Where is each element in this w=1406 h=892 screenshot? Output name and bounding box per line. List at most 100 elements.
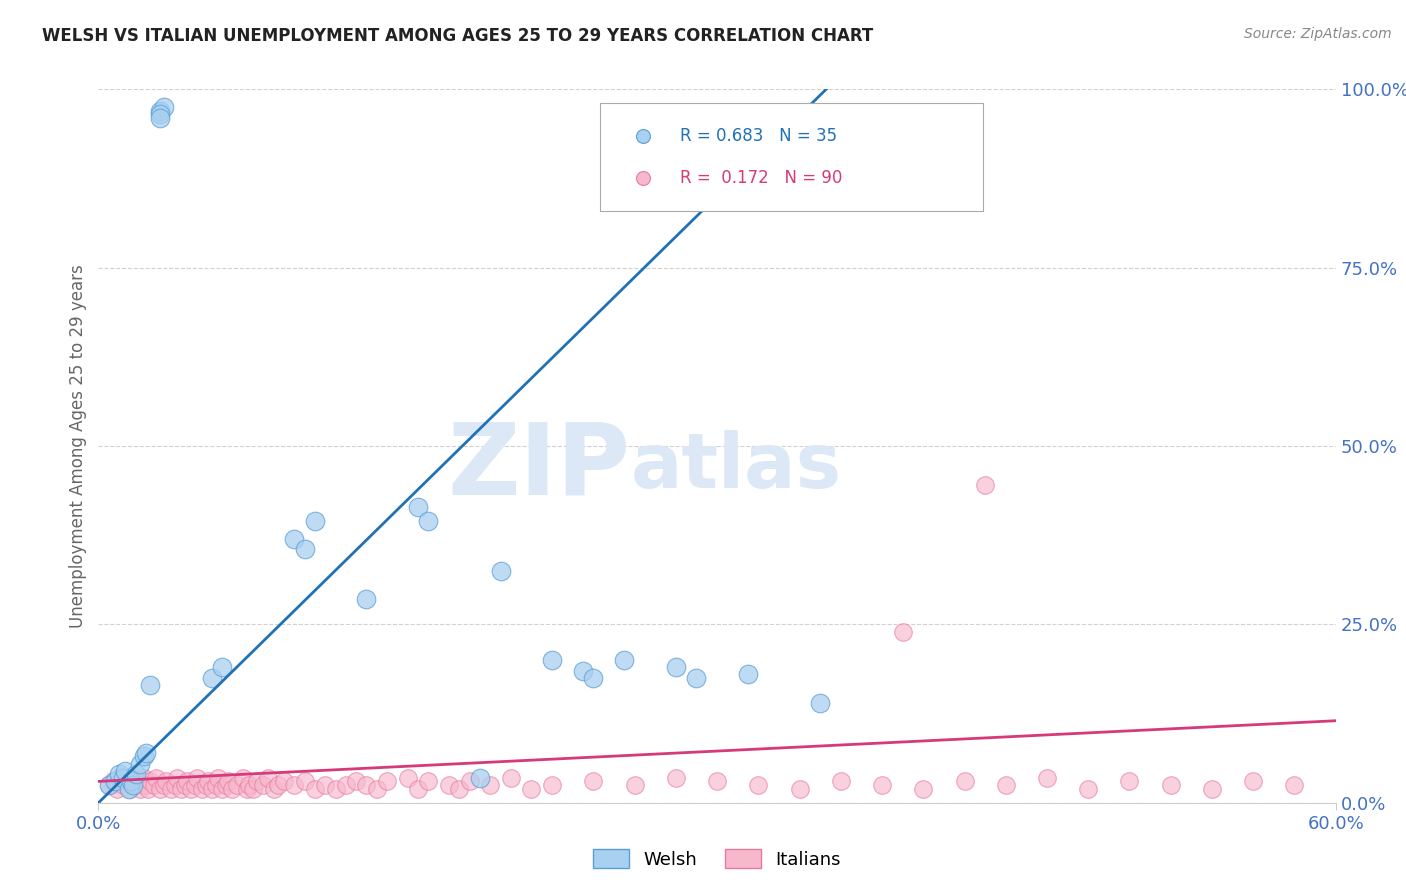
Point xyxy=(108,771,131,785)
Point xyxy=(706,774,728,789)
Point xyxy=(118,781,141,796)
Point xyxy=(356,778,378,792)
Point xyxy=(830,774,852,789)
Point xyxy=(499,771,522,785)
Point xyxy=(205,778,228,792)
Point xyxy=(406,781,429,796)
Point xyxy=(124,767,146,781)
Point xyxy=(108,767,131,781)
Text: R =  0.172   N = 90: R = 0.172 N = 90 xyxy=(681,169,842,187)
Point xyxy=(120,774,142,789)
Point xyxy=(135,746,157,760)
Point xyxy=(994,778,1017,792)
Point xyxy=(252,778,274,792)
Point xyxy=(1118,774,1140,789)
Point xyxy=(356,592,378,607)
Text: WELSH VS ITALIAN UNEMPLOYMENT AMONG AGES 25 TO 29 YEARS CORRELATION CHART: WELSH VS ITALIAN UNEMPLOYMENT AMONG AGES… xyxy=(42,27,873,45)
Point xyxy=(406,500,429,514)
Point xyxy=(325,781,347,796)
Point xyxy=(153,778,176,792)
Point xyxy=(201,781,224,796)
Point xyxy=(375,774,398,789)
Point xyxy=(201,671,224,685)
Point xyxy=(97,778,120,792)
Point xyxy=(737,667,759,681)
Point xyxy=(215,778,238,792)
Point xyxy=(335,778,357,792)
Point xyxy=(149,781,172,796)
Point xyxy=(232,771,254,785)
Point xyxy=(170,781,193,796)
Point xyxy=(468,771,491,785)
Point xyxy=(582,671,605,685)
Point xyxy=(665,660,688,674)
Point xyxy=(747,778,769,792)
Point xyxy=(994,171,1017,186)
Point xyxy=(789,781,811,796)
Point xyxy=(808,696,831,710)
Point xyxy=(149,103,172,118)
Point xyxy=(238,778,260,792)
Point xyxy=(304,514,326,528)
Point xyxy=(197,774,219,789)
Point xyxy=(176,774,198,789)
Point xyxy=(870,778,893,792)
Point xyxy=(211,781,233,796)
Point xyxy=(582,774,605,789)
Point xyxy=(225,778,247,792)
Point xyxy=(1036,771,1059,785)
Point xyxy=(912,781,935,796)
Point xyxy=(256,771,278,785)
Point xyxy=(136,781,159,796)
Point xyxy=(145,771,167,785)
Point xyxy=(246,774,269,789)
Point xyxy=(1077,781,1099,796)
Point xyxy=(236,781,259,796)
Text: atlas: atlas xyxy=(630,431,842,504)
Point xyxy=(194,778,217,792)
Point xyxy=(149,111,172,125)
Point xyxy=(283,532,305,546)
Point xyxy=(166,771,188,785)
Point xyxy=(128,781,150,796)
Point xyxy=(180,781,202,796)
Point xyxy=(127,774,149,789)
Point xyxy=(418,514,440,528)
Point xyxy=(541,653,564,667)
Point xyxy=(159,781,181,796)
Point xyxy=(613,653,636,667)
Point xyxy=(105,781,128,796)
Point xyxy=(190,781,212,796)
FancyBboxPatch shape xyxy=(599,103,983,211)
Point xyxy=(489,564,512,578)
Point xyxy=(294,774,316,789)
Point xyxy=(132,771,155,785)
Point xyxy=(143,778,166,792)
Point xyxy=(994,128,1017,143)
Y-axis label: Unemployment Among Ages 25 to 29 years: Unemployment Among Ages 25 to 29 years xyxy=(69,264,87,628)
Point xyxy=(1284,778,1306,792)
Point xyxy=(139,774,162,789)
Point xyxy=(344,774,367,789)
Point xyxy=(953,774,976,789)
Point xyxy=(112,778,135,792)
Text: Source: ZipAtlas.com: Source: ZipAtlas.com xyxy=(1244,27,1392,41)
Point xyxy=(207,771,229,785)
Point xyxy=(520,781,543,796)
Point xyxy=(101,774,124,789)
Point xyxy=(273,774,295,789)
Point xyxy=(267,778,290,792)
Point xyxy=(1241,774,1264,789)
Point xyxy=(283,778,305,792)
Point xyxy=(449,781,471,796)
Point xyxy=(366,781,388,796)
Point xyxy=(120,771,142,785)
Point xyxy=(974,478,997,492)
Point xyxy=(479,778,502,792)
Point xyxy=(1160,778,1182,792)
Point xyxy=(104,774,127,789)
Point xyxy=(541,778,564,792)
Point xyxy=(112,771,135,785)
Point xyxy=(139,678,162,692)
Point xyxy=(314,778,336,792)
